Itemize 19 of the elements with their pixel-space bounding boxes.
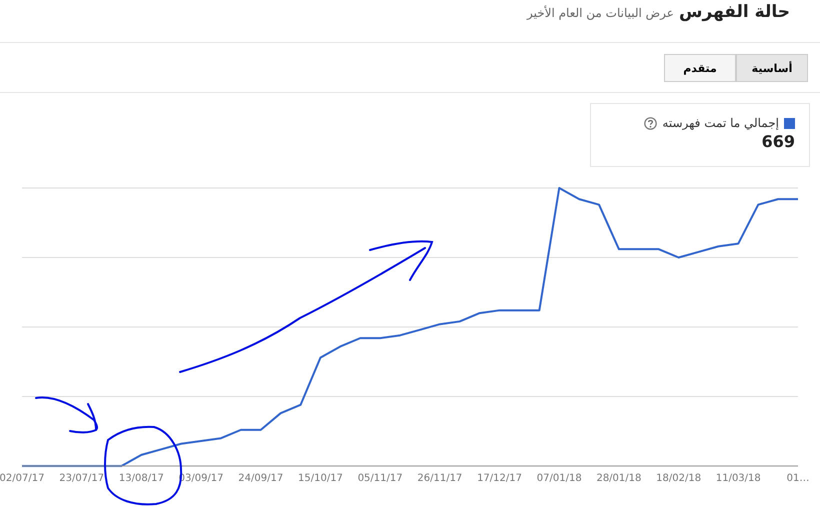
x-tick-label: 17/12/17 [477, 473, 522, 484]
x-tick-label: 18/02/18 [656, 473, 702, 484]
text: 669 [760, 132, 795, 151]
x-tick-label: 15/10/17 [298, 473, 343, 484]
chart-subtitle: عرض البيانات من العام الأخير [526, 6, 674, 20]
x-tick-label: 24/09/17 [238, 473, 284, 484]
x-tick-label: 11/03/18 [716, 473, 761, 484]
x-tick-label: 28/01/18 [596, 473, 642, 484]
text: متقدم [664, 54, 736, 82]
x-tick-label: 13/08/17 [118, 473, 164, 484]
x-tick-label: 02/07/17 [0, 473, 44, 484]
x-tick-label: 01… [786, 473, 810, 484]
text: إجمالي ما تمت فهرسته [662, 116, 779, 130]
text: أساسية [736, 54, 808, 82]
x-tick-label: 26/11/17 [417, 473, 462, 484]
x-tick-label: 23/07/17 [59, 473, 104, 484]
x-tick-label: 05/11/17 [358, 473, 403, 484]
x-tick-label: 07/01/18 [536, 473, 582, 484]
chart-title: حالة الفهرس [679, 2, 790, 22]
